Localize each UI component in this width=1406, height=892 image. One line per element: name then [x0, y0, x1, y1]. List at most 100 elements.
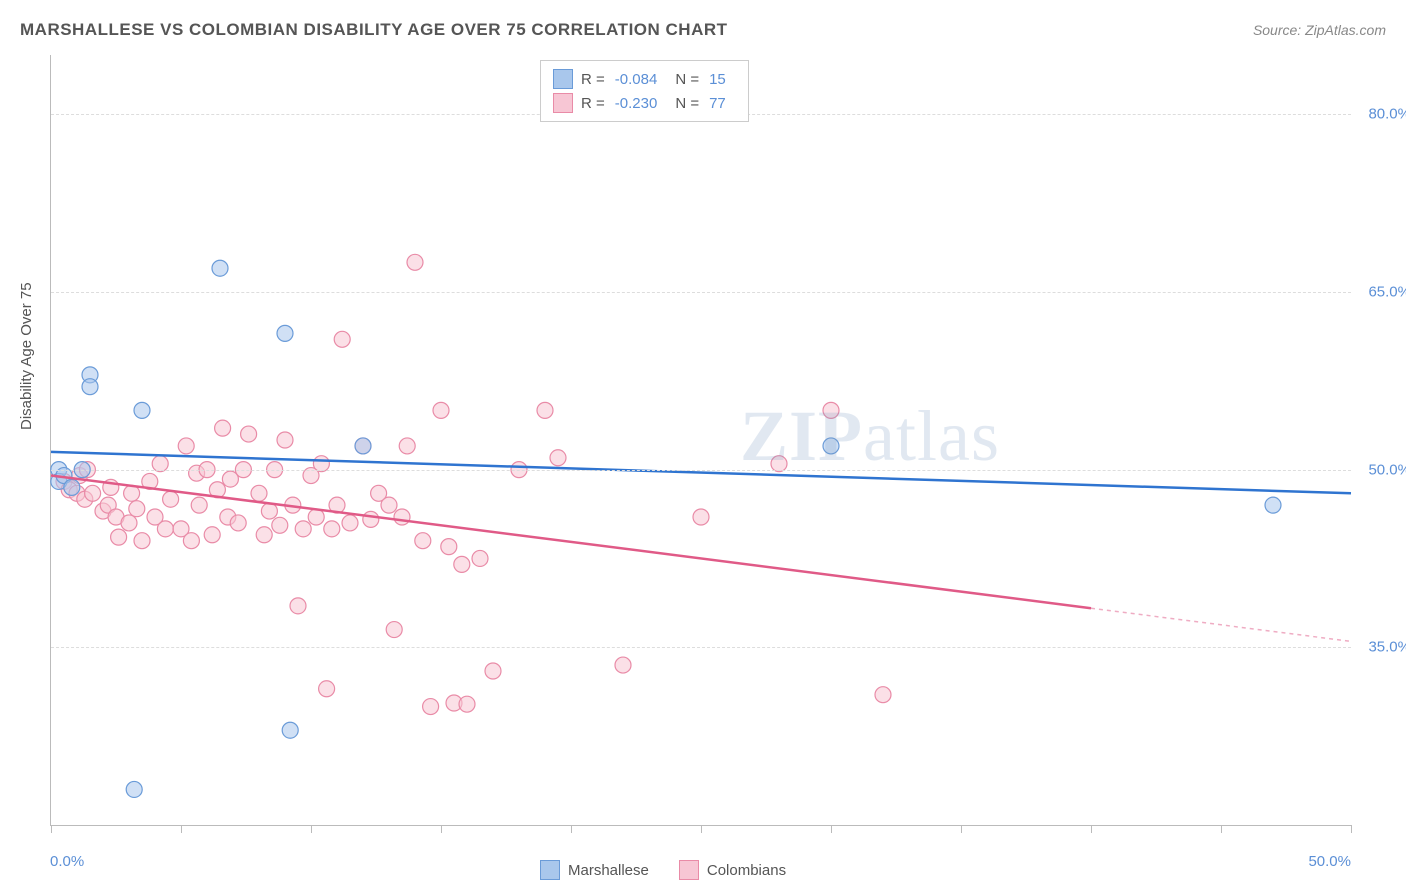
data-point — [230, 515, 246, 531]
data-point — [381, 497, 397, 513]
legend-swatch — [553, 93, 573, 113]
data-point — [875, 687, 891, 703]
data-point — [64, 479, 80, 495]
data-point — [363, 511, 379, 527]
legend-label: Marshallese — [568, 862, 649, 879]
data-point — [415, 533, 431, 549]
data-point — [537, 402, 553, 418]
data-point — [823, 438, 839, 454]
data-point — [121, 515, 137, 531]
legend-row: R = -0.230 N = 77 — [553, 91, 736, 115]
gridline — [51, 470, 1351, 471]
data-point — [1265, 497, 1281, 513]
data-point — [290, 598, 306, 614]
x-tick — [311, 825, 312, 833]
data-point — [256, 527, 272, 543]
x-tick — [701, 825, 702, 833]
y-tick-label: 65.0% — [1356, 283, 1406, 300]
data-point — [134, 402, 150, 418]
data-point — [277, 432, 293, 448]
data-point — [319, 681, 335, 697]
data-point — [295, 521, 311, 537]
data-point — [129, 501, 145, 517]
r-value: -0.084 — [615, 71, 658, 88]
n-value: 15 — [709, 71, 726, 88]
plot-area: 35.0%50.0%65.0%80.0% — [50, 55, 1351, 826]
data-point — [157, 521, 173, 537]
trend-line-dashed — [1091, 608, 1351, 641]
data-point — [454, 556, 470, 572]
data-point — [277, 325, 293, 341]
data-point — [386, 622, 402, 638]
x-tick — [51, 825, 52, 833]
n-label: N = — [675, 71, 699, 88]
x-axis-max-label: 50.0% — [1308, 853, 1351, 870]
chart-title: MARSHALLESE VS COLOMBIAN DISABILITY AGE … — [20, 20, 728, 40]
x-tick — [1091, 825, 1092, 833]
data-point — [823, 402, 839, 418]
x-tick — [961, 825, 962, 833]
legend-label: Colombians — [707, 862, 786, 879]
data-point — [472, 550, 488, 566]
trend-line — [51, 476, 1091, 609]
data-point — [441, 539, 457, 555]
data-point — [407, 254, 423, 270]
data-point — [251, 485, 267, 501]
data-point — [615, 657, 631, 673]
legend-swatch — [553, 69, 573, 89]
gridline — [51, 647, 1351, 648]
y-tick-label: 80.0% — [1356, 106, 1406, 123]
data-point — [693, 509, 709, 525]
x-tick — [1221, 825, 1222, 833]
n-label: N = — [675, 95, 699, 112]
data-point — [134, 533, 150, 549]
data-point — [191, 497, 207, 513]
x-tick — [831, 825, 832, 833]
data-point — [183, 533, 199, 549]
legend-item: Colombians — [679, 860, 786, 880]
data-point — [282, 722, 298, 738]
data-point — [85, 485, 101, 501]
data-point — [433, 402, 449, 418]
source-attribution: Source: ZipAtlas.com — [1253, 22, 1386, 38]
plot-svg — [51, 55, 1351, 825]
r-value: -0.230 — [615, 95, 658, 112]
r-label: R = — [581, 95, 605, 112]
data-point — [212, 260, 228, 276]
data-point — [550, 450, 566, 466]
data-point — [204, 527, 220, 543]
data-point — [342, 515, 358, 531]
data-point — [394, 509, 410, 525]
data-point — [178, 438, 194, 454]
correlation-legend: R = -0.084 N = 15 R = -0.230 N = 77 — [540, 60, 749, 122]
y-axis-title: Disability Age Over 75 — [18, 282, 35, 430]
series-legend: Marshallese Colombians — [540, 860, 786, 880]
data-point — [241, 426, 257, 442]
data-point — [459, 696, 475, 712]
x-tick — [441, 825, 442, 833]
data-point — [126, 781, 142, 797]
data-point — [485, 663, 501, 679]
data-point — [215, 420, 231, 436]
data-point — [111, 529, 127, 545]
x-tick — [571, 825, 572, 833]
gridline — [51, 292, 1351, 293]
data-point — [324, 521, 340, 537]
data-point — [423, 699, 439, 715]
y-tick-label: 50.0% — [1356, 461, 1406, 478]
legend-swatch — [540, 860, 560, 880]
data-point — [261, 503, 277, 519]
r-label: R = — [581, 71, 605, 88]
data-point — [399, 438, 415, 454]
n-value: 77 — [709, 95, 726, 112]
data-point — [82, 379, 98, 395]
data-point — [272, 517, 288, 533]
data-point — [308, 509, 324, 525]
legend-item: Marshallese — [540, 860, 649, 880]
legend-swatch — [679, 860, 699, 880]
data-point — [163, 491, 179, 507]
x-tick — [1351, 825, 1352, 833]
data-point — [355, 438, 371, 454]
legend-row: R = -0.084 N = 15 — [553, 67, 736, 91]
x-tick — [181, 825, 182, 833]
